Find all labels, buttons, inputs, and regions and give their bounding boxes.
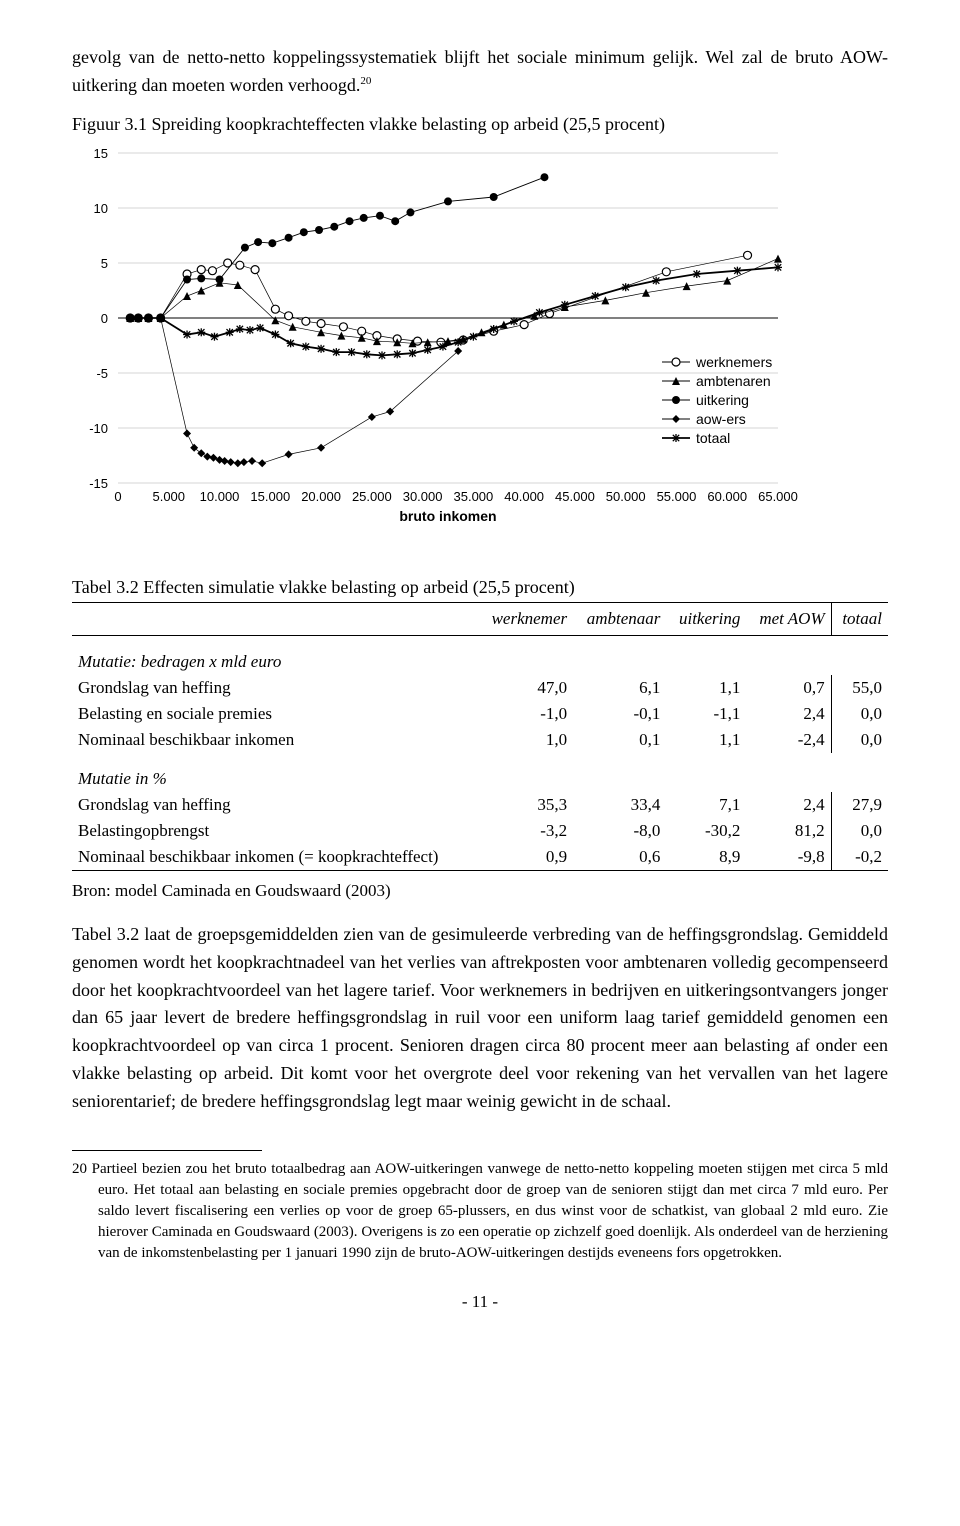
cell: -9,8 (746, 844, 831, 871)
table-source: Bron: model Caminada en Goudswaard (2003… (72, 881, 888, 901)
cell: -0,1 (573, 701, 666, 727)
table-caption: Tabel 3.2 Effecten simulatie vlakke bela… (72, 577, 888, 598)
cell: -1,0 (478, 701, 573, 727)
section-head: Mutatie: bedragen x mld euro (72, 635, 888, 675)
para-intro: gevolg van de netto-netto koppelingssyst… (72, 44, 888, 100)
svg-text:uitkering: uitkering (696, 392, 749, 408)
effects-table: werknemerambtenaaruitkeringmet AOWtotaal… (72, 602, 888, 871)
svg-text:totaal: totaal (696, 430, 730, 446)
svg-text:65.000: 65.000 (758, 489, 798, 504)
footnote-20: 20 Partieel bezien zou het bruto totaalb… (72, 1159, 888, 1264)
para-intro-text: gevolg van de netto-netto koppelingssyst… (72, 47, 888, 95)
row-label: Nominaal beschikbaar inkomen (= koopkrac… (72, 844, 478, 871)
cell: 1,0 (478, 727, 573, 753)
col-ambtenaar: ambtenaar (573, 602, 666, 635)
svg-text:0: 0 (114, 489, 121, 504)
chart-svg: -15 -10 -5 0 5 10 15 0 5.000 10.000 15.000 20.000 25… (72, 145, 888, 555)
para-body: Tabel 3.2 laat de groepsgemiddelden zien… (72, 921, 888, 1116)
svg-text:werknemers: werknemers (695, 354, 772, 370)
series-totaal (126, 263, 782, 359)
svg-text:50.000: 50.000 (606, 489, 646, 504)
cell: 1,1 (666, 675, 746, 701)
svg-text:bruto inkomen: bruto inkomen (399, 508, 496, 524)
figure-caption: Figuur 3.1 Spreiding koopkrachteffecten … (72, 114, 888, 135)
row-label: Grondslag van heffing (72, 675, 478, 701)
cell: 0,7 (746, 675, 831, 701)
chart-legend: werknemers ambtenaren uitkering aow-ers tota… (662, 354, 772, 446)
cell: -1,1 (666, 701, 746, 727)
series-aowers (126, 314, 462, 467)
cell: 0,9 (478, 844, 573, 871)
svg-text:45.000: 45.000 (555, 489, 595, 504)
svg-text:5.000: 5.000 (152, 489, 185, 504)
row-label: Belastingopbrengst (72, 818, 478, 844)
cell: 8,9 (666, 844, 746, 871)
svg-text:-10: -10 (89, 421, 108, 436)
svg-text:30.000: 30.000 (403, 489, 443, 504)
page-number: - 11 - (72, 1292, 888, 1312)
cell: 27,9 (831, 792, 888, 818)
cell: 1,1 (666, 727, 746, 753)
cell: 0,6 (573, 844, 666, 871)
svg-text:15.000: 15.000 (250, 489, 290, 504)
cell: 0,0 (831, 818, 888, 844)
row-label: Grondslag van heffing (72, 792, 478, 818)
chart-container: -15 -10 -5 0 5 10 15 0 5.000 10.000 15.000 20.000 25… (72, 145, 888, 555)
col-totaal: totaal (831, 602, 888, 635)
cell: 55,0 (831, 675, 888, 701)
svg-text:10: 10 (94, 201, 108, 216)
svg-text:15: 15 (94, 146, 108, 161)
svg-text:aow-ers: aow-ers (696, 411, 746, 427)
cell: 0,1 (573, 727, 666, 753)
cell: 7,1 (666, 792, 746, 818)
svg-text:5: 5 (101, 256, 108, 271)
svg-text:10.000: 10.000 (200, 489, 240, 504)
svg-text:ambtenaren: ambtenaren (696, 373, 771, 389)
row-label: Nominaal beschikbaar inkomen (72, 727, 478, 753)
svg-text:-5: -5 (96, 366, 108, 381)
col-werknemer: werknemer (478, 602, 573, 635)
svg-text:-15: -15 (89, 476, 108, 491)
col-rowlabel (72, 602, 478, 635)
col-met AOW: met AOW (746, 602, 831, 635)
series-werknemers (126, 251, 751, 346)
cell: -30,2 (666, 818, 746, 844)
cell: 6,1 (573, 675, 666, 701)
footnote-ref-20: 20 (360, 75, 371, 87)
cell: 0,0 (831, 727, 888, 753)
section-head: Mutatie in % (72, 753, 888, 792)
cell: -8,0 (573, 818, 666, 844)
cell: 35,3 (478, 792, 573, 818)
svg-text:40.000: 40.000 (504, 489, 544, 504)
cell: 47,0 (478, 675, 573, 701)
cell: -2,4 (746, 727, 831, 753)
footnote-text: Partieel bezien zou het bruto totaalbedr… (92, 1161, 888, 1261)
col-uitkering: uitkering (666, 602, 746, 635)
footnote-number: 20 (72, 1161, 87, 1177)
footnote-rule (72, 1150, 262, 1151)
cell: 81,2 (746, 818, 831, 844)
svg-text:35.000: 35.000 (454, 489, 494, 504)
cell: -3,2 (478, 818, 573, 844)
svg-text:20.000: 20.000 (301, 489, 341, 504)
cell: 33,4 (573, 792, 666, 818)
svg-text:55.000: 55.000 (657, 489, 697, 504)
row-label: Belasting en sociale premies (72, 701, 478, 727)
cell: -0,2 (831, 844, 888, 871)
svg-text:25.000: 25.000 (352, 489, 392, 504)
cell: 2,4 (746, 792, 831, 818)
cell: 2,4 (746, 701, 831, 727)
svg-text:60.000: 60.000 (707, 489, 747, 504)
svg-text:0: 0 (101, 311, 108, 326)
cell: 0,0 (831, 701, 888, 727)
